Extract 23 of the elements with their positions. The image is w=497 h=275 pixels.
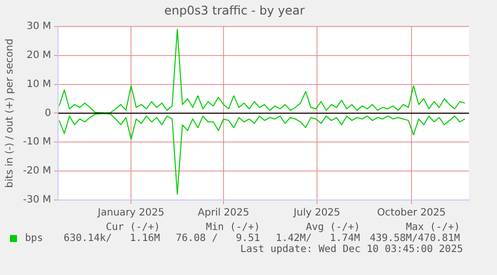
text: 76.08 / 9.51 xyxy=(174,233,260,244)
y-tick-label: 10 M xyxy=(26,78,52,90)
x-tick-label: April 2025 xyxy=(198,208,250,219)
y-axis-title: bits in (-) / out (+) per second xyxy=(4,38,16,188)
text: 630.14k/ 1.16M xyxy=(62,233,160,244)
text: Min (-/+) xyxy=(204,222,260,233)
text: Avg (-/+) xyxy=(304,222,360,233)
legend-label: bps xyxy=(25,233,44,244)
y-tick-label: 20 M xyxy=(26,50,52,61)
y-tick-label: -20 M xyxy=(23,166,52,177)
y-tick-label: 0 xyxy=(44,108,52,119)
y-tick-label: 30 M xyxy=(26,20,52,32)
text: 1.42M/ 1.74M xyxy=(274,233,360,244)
text: 439.58M/470.81M xyxy=(368,233,460,244)
y-tick-label: -10 M xyxy=(23,136,52,148)
y-tick-label: -30 M xyxy=(23,194,52,206)
text: Max (-/+) xyxy=(404,222,460,233)
x-tick-label: January 2025 xyxy=(96,208,164,219)
text: Cur (-/+) xyxy=(104,222,160,233)
chart-title: enp0s3 traffic - by year xyxy=(164,3,305,18)
x-tick-label: October 2025 xyxy=(377,208,446,219)
text: Last update: Wed Dec 10 03:45:00 2025 xyxy=(239,244,463,255)
x-tick-label: July 2025 xyxy=(292,208,340,219)
